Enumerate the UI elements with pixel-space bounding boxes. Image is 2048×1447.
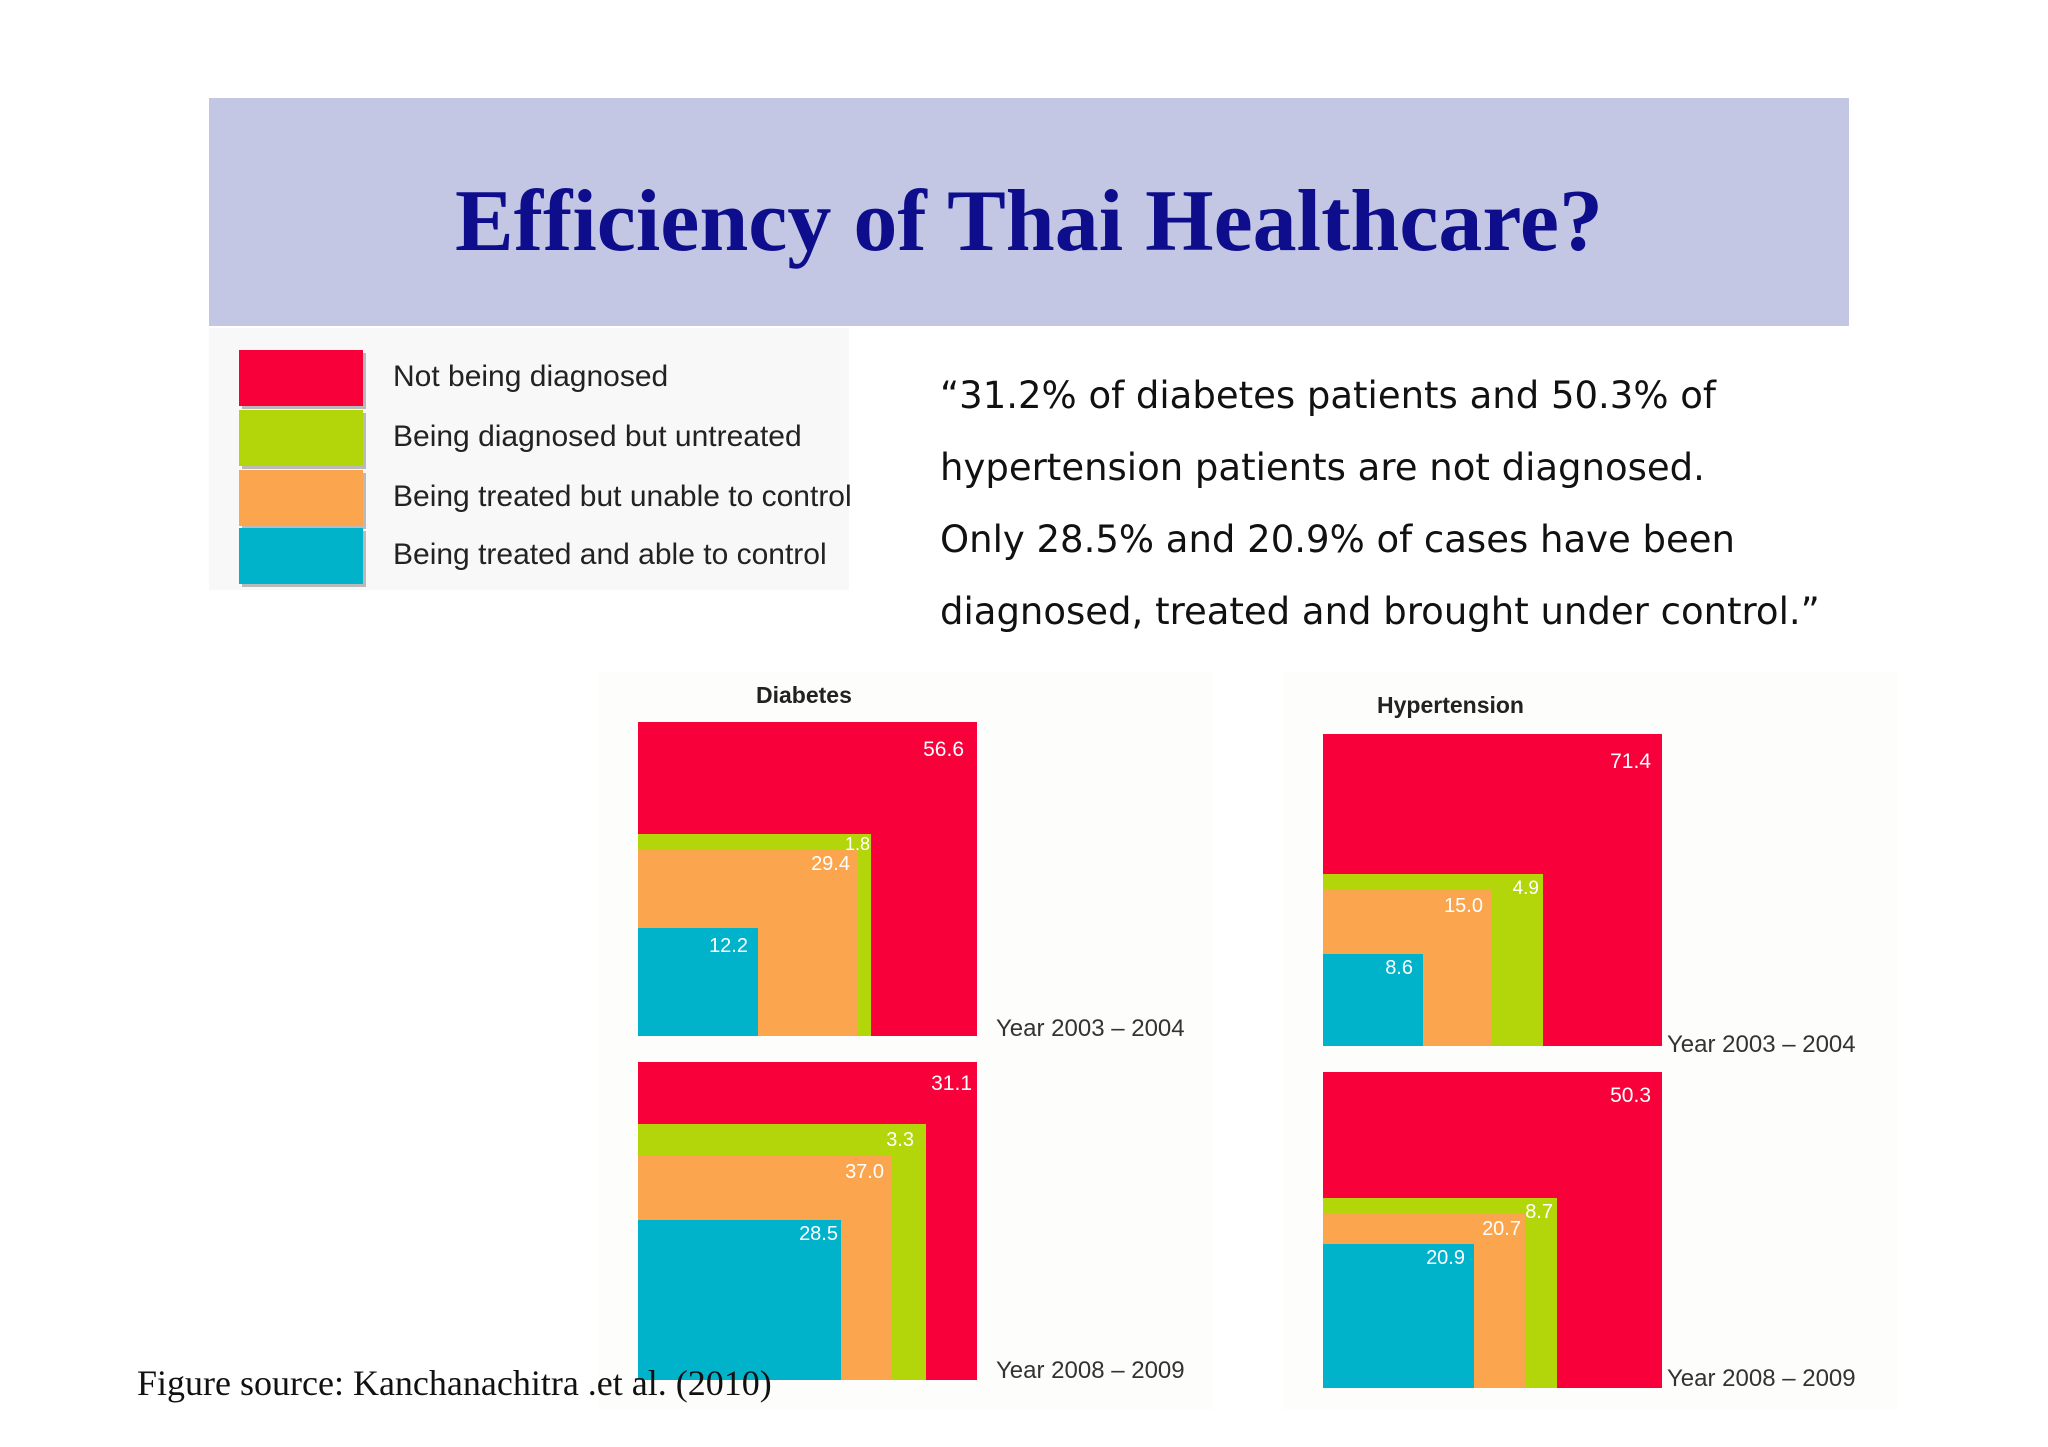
d2-label-orange: 37.0 bbox=[845, 1161, 884, 1183]
d2-label-blue: 28.5 bbox=[799, 1223, 838, 1245]
hypertension-panel: Hypertension 71.4 4.9 15.0 8.6 Year 2003… bbox=[1283, 672, 1898, 1410]
d1-label-blue: 12.2 bbox=[709, 935, 748, 957]
h2-label-orange: 20.7 bbox=[1482, 1218, 1521, 1240]
chart-title: Diabetes bbox=[756, 682, 852, 708]
d2-label-green: 3.3 bbox=[886, 1129, 914, 1151]
legend-item-diagnosed-untreated: Being diagnosed but untreated bbox=[239, 410, 849, 468]
h1-label-red: 71.4 bbox=[1610, 750, 1651, 773]
legend-swatch-green bbox=[239, 410, 363, 466]
quote-line: Only 28.5% and 20.9% of cases have been bbox=[940, 518, 1736, 561]
quote-text: “31.2% of diabetes patients and 50.3% of… bbox=[940, 360, 1950, 648]
d1-period-label: Year 2003 – 2004 bbox=[996, 1015, 1185, 1042]
h1-period-label: Year 2003 – 2004 bbox=[1667, 1031, 1856, 1058]
legend-item-treated-controlled: Being treated and able to control bbox=[239, 528, 849, 586]
slide-title: Efficiency of Thai Healthcare? bbox=[455, 173, 1603, 270]
d2-period-label: Year 2008 – 2009 bbox=[996, 1357, 1185, 1384]
legend-label: Being diagnosed but untreated bbox=[393, 420, 802, 453]
quote-line: hypertension patients are not diagnosed. bbox=[940, 446, 1705, 489]
d1-label-red: 56.6 bbox=[923, 738, 964, 761]
h2-label-green: 8.7 bbox=[1525, 1201, 1553, 1223]
d1-label-green: 1.8 bbox=[845, 834, 870, 854]
h2-label-blue: 20.9 bbox=[1426, 1247, 1465, 1269]
h1-bar-treated-controlled bbox=[1323, 954, 1423, 1046]
quote-line: diagnosed, treated and brought under con… bbox=[940, 590, 1820, 633]
diabetes-chart: 56.6 1.8 29.4 12.2 Year 2003 – 2004 31.1… bbox=[638, 722, 1185, 1384]
legend-label: Not being diagnosed bbox=[393, 360, 669, 393]
figure-source: Figure source: Kanchanachitra .et al. (2… bbox=[137, 1363, 772, 1403]
d1-label-orange: 29.4 bbox=[811, 853, 850, 875]
d2-label-red: 31.1 bbox=[931, 1072, 972, 1095]
legend: Not being diagnosed Being diagnosed but … bbox=[209, 328, 852, 590]
diabetes-panel: Diabetes 56.6 1.8 29.4 12.2 Year 2003 – … bbox=[598, 672, 1213, 1410]
d2-bar-treated-controlled bbox=[638, 1220, 841, 1380]
legend-swatch-red bbox=[239, 350, 363, 406]
h2-bar-treated-controlled bbox=[1323, 1244, 1474, 1388]
hypertension-chart: 71.4 4.9 15.0 8.6 Year 2003 – 2004 50.3 … bbox=[1323, 734, 1856, 1392]
legend-swatch-orange bbox=[239, 470, 363, 526]
h1-label-blue: 8.6 bbox=[1385, 957, 1413, 979]
h2-label-red: 50.3 bbox=[1610, 1084, 1651, 1107]
legend-label: Being treated but unable to control bbox=[393, 480, 852, 513]
legend-item-treated-uncontrolled: Being treated but unable to control bbox=[239, 470, 852, 528]
title-band: Efficiency of Thai Healthcare? bbox=[209, 98, 1849, 326]
d1-bar-treated-controlled bbox=[638, 928, 758, 1036]
quote-line: “31.2% of diabetes patients and 50.3% of bbox=[940, 374, 1716, 417]
legend-label: Being treated and able to control bbox=[393, 538, 827, 571]
legend-swatch-blue bbox=[239, 528, 363, 584]
h1-label-green: 4.9 bbox=[1513, 878, 1539, 899]
chart-title: Hypertension bbox=[1377, 692, 1524, 718]
legend-item-not-diagnosed: Not being diagnosed bbox=[239, 350, 849, 408]
h2-period-label: Year 2008 – 2009 bbox=[1667, 1365, 1856, 1392]
h1-label-orange: 15.0 bbox=[1444, 895, 1483, 917]
